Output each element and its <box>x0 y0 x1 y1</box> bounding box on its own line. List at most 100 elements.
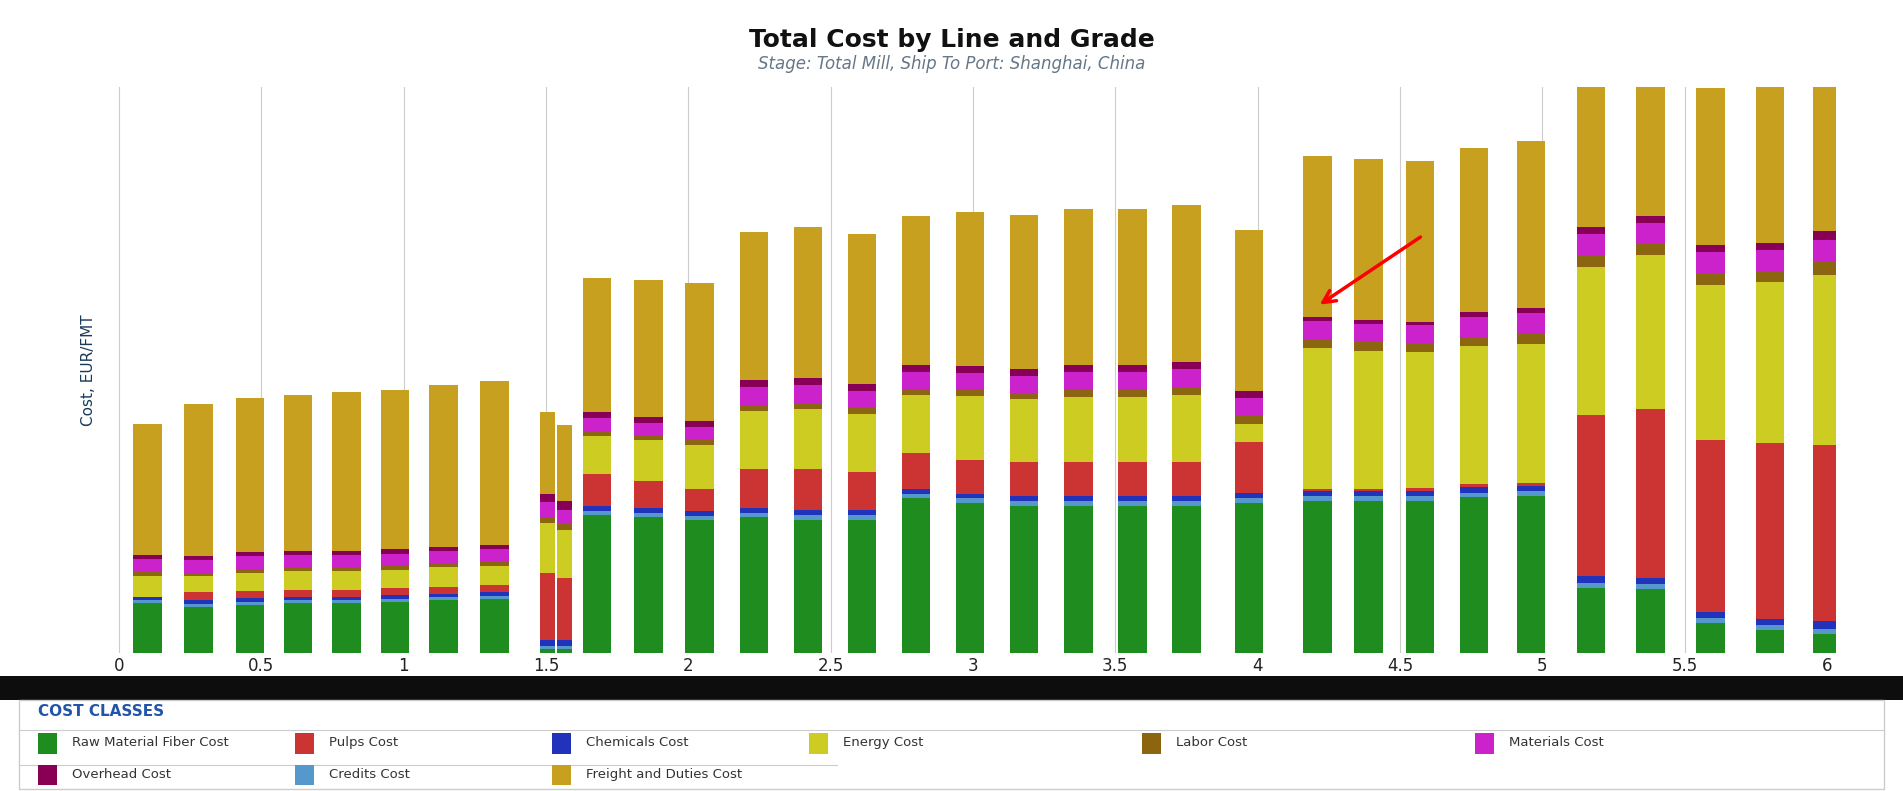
Bar <box>540 412 556 494</box>
Y-axis label: Cost, EUR/FMT: Cost, EUR/FMT <box>82 314 97 426</box>
Bar <box>1235 423 1264 442</box>
Bar <box>1119 505 1148 653</box>
Bar <box>582 511 611 515</box>
Bar <box>902 217 931 365</box>
Bar <box>902 498 931 653</box>
Bar <box>284 568 312 571</box>
Bar <box>1460 487 1488 493</box>
FancyBboxPatch shape <box>19 699 1884 789</box>
Bar <box>1010 393 1039 399</box>
Bar <box>552 733 571 754</box>
Bar <box>685 427 714 440</box>
Bar <box>381 599 409 602</box>
Bar <box>902 395 931 452</box>
Bar <box>1304 157 1332 317</box>
Bar <box>1064 390 1092 397</box>
Bar <box>582 475 611 506</box>
Bar <box>1355 490 1383 496</box>
Bar <box>809 733 828 754</box>
Bar <box>540 523 556 573</box>
Bar <box>634 509 662 513</box>
Bar <box>1814 629 1836 634</box>
Bar <box>1064 365 1092 372</box>
Bar <box>1406 325 1435 343</box>
Bar <box>1637 223 1665 244</box>
Bar <box>295 765 314 785</box>
Bar <box>1460 493 1488 497</box>
Bar <box>1142 733 1161 754</box>
Bar <box>1517 491 1545 496</box>
Bar <box>1010 463 1039 496</box>
Bar <box>1460 317 1488 337</box>
Bar <box>1696 623 1724 653</box>
Bar <box>333 603 362 653</box>
Bar <box>1756 625 1785 630</box>
Bar <box>955 366 984 373</box>
Bar <box>1460 497 1488 653</box>
Bar <box>284 571 312 589</box>
Bar <box>1814 231 1836 240</box>
Bar <box>582 515 611 653</box>
Bar <box>1475 733 1494 754</box>
Bar <box>634 513 662 517</box>
Bar <box>1637 244 1665 255</box>
Bar <box>740 517 769 653</box>
Bar <box>540 649 556 653</box>
Bar <box>480 596 508 599</box>
Text: Pulps Cost: Pulps Cost <box>329 736 398 749</box>
Bar <box>540 640 556 645</box>
Bar <box>847 516 875 520</box>
Bar <box>1756 271 1785 282</box>
Bar <box>381 570 409 589</box>
Bar <box>540 645 556 649</box>
Bar <box>582 412 611 418</box>
Bar <box>1517 142 1545 308</box>
Bar <box>1696 285 1724 441</box>
Bar <box>1172 463 1201 496</box>
Bar <box>1460 484 1488 487</box>
Bar <box>1637 57 1665 216</box>
Bar <box>1460 337 1488 346</box>
Bar <box>685 422 714 427</box>
Bar <box>381 566 409 570</box>
Bar <box>381 589 409 596</box>
Bar <box>556 577 573 640</box>
Bar <box>1696 618 1724 623</box>
Bar <box>1064 397 1092 463</box>
Bar <box>133 600 162 603</box>
Bar <box>185 560 213 573</box>
Bar <box>185 573 213 576</box>
Bar <box>847 391 875 408</box>
Bar <box>685 440 714 445</box>
Bar <box>794 385 822 403</box>
Bar <box>1406 343 1435 352</box>
Bar <box>1172 395 1201 463</box>
Bar <box>284 551 312 555</box>
Bar <box>685 283 714 422</box>
Bar <box>185 556 213 560</box>
Bar <box>381 550 409 554</box>
Bar <box>333 589 362 596</box>
Bar <box>1460 346 1488 484</box>
Bar <box>480 566 508 585</box>
Bar <box>430 563 459 567</box>
Bar <box>333 555 362 568</box>
Bar <box>236 570 265 573</box>
Bar <box>1406 322 1435 325</box>
Bar <box>1756 250 1785 271</box>
Bar <box>1235 398 1264 416</box>
Bar <box>1064 501 1092 505</box>
Bar <box>1064 505 1092 653</box>
Bar <box>1235 391 1264 398</box>
Bar <box>1696 611 1724 618</box>
Bar <box>284 589 312 596</box>
Bar <box>540 494 556 502</box>
Text: Credits Cost: Credits Cost <box>329 768 409 782</box>
Bar <box>480 599 508 653</box>
Bar <box>1517 308 1545 313</box>
Bar <box>1637 216 1665 223</box>
Bar <box>902 389 931 395</box>
Bar <box>685 517 714 520</box>
Bar <box>480 381 508 545</box>
Bar <box>1304 496 1332 501</box>
